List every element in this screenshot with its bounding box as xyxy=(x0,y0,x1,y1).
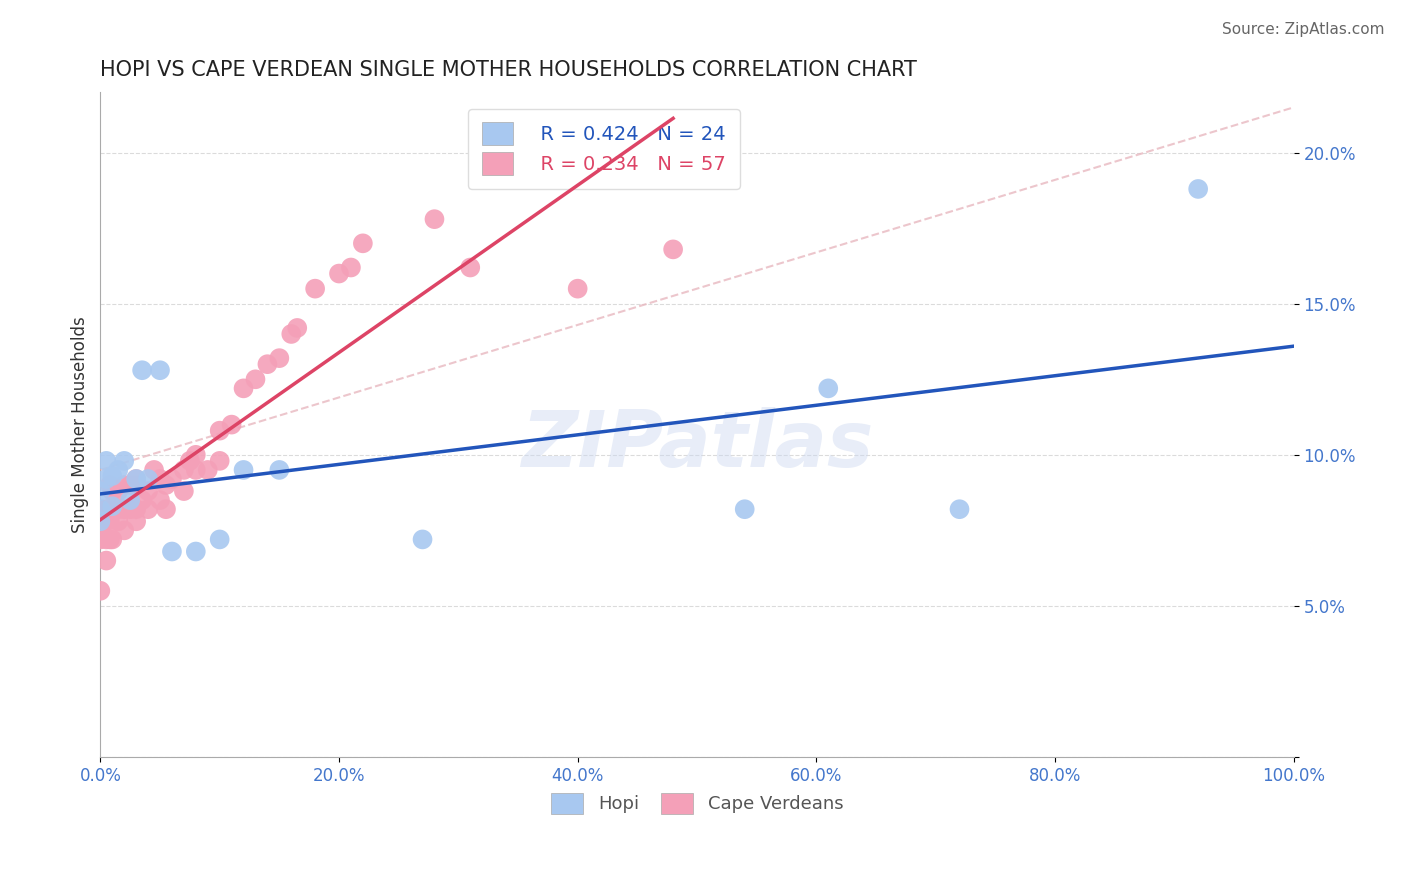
Point xyxy=(208,454,231,468)
Point xyxy=(184,448,207,462)
Point xyxy=(184,463,207,477)
Point xyxy=(143,463,166,477)
Point xyxy=(125,478,148,492)
Point xyxy=(101,533,124,547)
Point xyxy=(101,499,124,513)
Point xyxy=(280,326,302,341)
Point xyxy=(96,553,118,567)
Point xyxy=(112,524,135,538)
Point xyxy=(269,351,291,366)
Point xyxy=(173,484,195,499)
Point xyxy=(184,544,207,558)
Point xyxy=(423,212,446,227)
Point xyxy=(412,533,434,547)
Point xyxy=(98,533,121,547)
Point xyxy=(1187,182,1209,196)
Point xyxy=(101,502,124,516)
Point xyxy=(125,514,148,528)
Point xyxy=(340,260,363,275)
Point xyxy=(89,514,111,528)
Text: HOPI VS CAPE VERDEAN SINGLE MOTHER HOUSEHOLDS CORRELATION CHART: HOPI VS CAPE VERDEAN SINGLE MOTHER HOUSE… xyxy=(100,60,917,79)
Point xyxy=(245,372,267,386)
Point xyxy=(131,363,153,377)
Point xyxy=(101,484,124,499)
Point xyxy=(120,478,142,492)
Legend: Hopi, Cape Verdeans: Hopi, Cape Verdeans xyxy=(544,786,851,821)
Point xyxy=(89,502,111,516)
Point xyxy=(304,282,326,296)
Point xyxy=(285,321,308,335)
Point xyxy=(98,514,121,528)
Point xyxy=(149,363,172,377)
Point xyxy=(567,282,589,296)
Point xyxy=(734,502,756,516)
Point xyxy=(160,472,183,486)
Point xyxy=(136,472,159,486)
Point xyxy=(98,478,121,492)
Point xyxy=(107,463,129,477)
Point xyxy=(149,472,172,486)
Point xyxy=(232,381,254,395)
Point xyxy=(89,484,111,499)
Point xyxy=(89,583,111,598)
Point xyxy=(107,514,129,528)
Point xyxy=(817,381,839,395)
Text: Source: ZipAtlas.com: Source: ZipAtlas.com xyxy=(1222,22,1385,37)
Point xyxy=(96,502,118,516)
Point xyxy=(208,424,231,438)
Text: ZIPatlas: ZIPatlas xyxy=(520,407,873,483)
Point xyxy=(120,493,142,508)
Point xyxy=(352,236,374,251)
Point xyxy=(89,502,111,516)
Point xyxy=(173,463,195,477)
Point xyxy=(96,454,118,468)
Point xyxy=(120,502,142,516)
Point xyxy=(125,502,148,516)
Point xyxy=(112,454,135,468)
Point xyxy=(112,478,135,492)
Point xyxy=(179,454,201,468)
Point xyxy=(208,533,231,547)
Point xyxy=(125,472,148,486)
Point xyxy=(458,260,481,275)
Point xyxy=(328,267,350,281)
Point xyxy=(149,493,172,508)
Point xyxy=(160,544,183,558)
Point xyxy=(112,502,135,516)
Point xyxy=(125,472,148,486)
Point xyxy=(256,357,278,371)
Point xyxy=(107,502,129,516)
Point xyxy=(96,514,118,528)
Point xyxy=(662,243,685,257)
Point xyxy=(197,463,219,477)
Point xyxy=(269,463,291,477)
Point xyxy=(101,469,124,483)
Point xyxy=(948,502,970,516)
Point xyxy=(96,533,118,547)
Point xyxy=(107,484,129,499)
Point xyxy=(232,463,254,477)
Point xyxy=(89,533,111,547)
Y-axis label: Single Mother Households: Single Mother Households xyxy=(72,317,89,533)
Point xyxy=(96,472,118,486)
Point xyxy=(136,502,159,516)
Point xyxy=(136,484,159,499)
Point xyxy=(155,478,177,492)
Point xyxy=(131,493,153,508)
Point xyxy=(155,502,177,516)
Point xyxy=(221,417,243,432)
